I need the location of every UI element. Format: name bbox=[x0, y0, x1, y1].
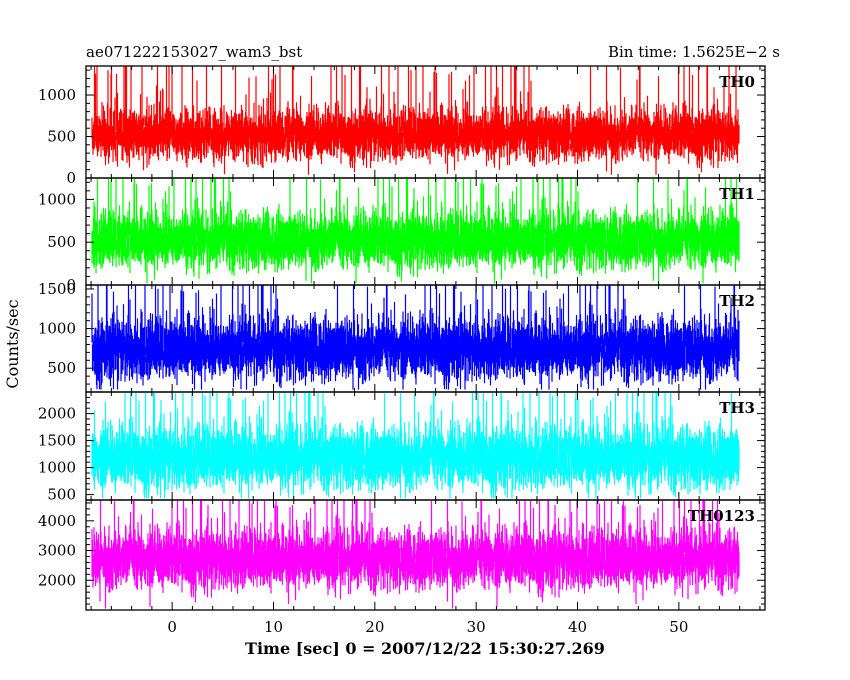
series-th0-curve bbox=[91, 66, 740, 175]
y-tick-label: 1500 bbox=[38, 280, 76, 298]
panel-frame bbox=[85, 499, 766, 611]
panel-th1: 0 500 1000 TH1 bbox=[38, 177, 766, 294]
y-tick-label: 1000 bbox=[38, 86, 76, 104]
series-th3-curve bbox=[91, 392, 740, 499]
bin-time-label: Bin time: 1.5625E−2 s bbox=[607, 43, 780, 61]
series-th0123-curve bbox=[91, 500, 740, 609]
series-th1-curve bbox=[91, 178, 740, 284]
panel-label-th0123: TH0123 bbox=[688, 507, 755, 525]
y-tick-label: 4000 bbox=[38, 512, 76, 530]
panel-th3: 500 1000 1500 2000 TH3 bbox=[38, 391, 766, 504]
chart-title: ae071222153027_wam3_bst bbox=[86, 43, 303, 61]
x-tick-label: 40 bbox=[568, 618, 587, 636]
y-tick-label: 500 bbox=[47, 359, 76, 377]
y-tick-label: 1000 bbox=[38, 190, 76, 208]
x-tick-label: 50 bbox=[669, 618, 688, 636]
panel-label-th2: TH2 bbox=[719, 292, 755, 310]
y-tick-label: 2000 bbox=[38, 571, 76, 589]
y-tick-label: 500 bbox=[47, 128, 76, 146]
y-tick-label: 0 bbox=[66, 276, 76, 294]
y-tick-label: 3000 bbox=[38, 542, 76, 560]
y-tick-label: 2000 bbox=[38, 405, 76, 423]
panel-th0123: 2000 3000 4000 TH0123 bbox=[38, 499, 766, 611]
panel-label-th1: TH1 bbox=[719, 185, 755, 203]
y-tick-label: 1500 bbox=[38, 432, 76, 450]
x-tick-label: 20 bbox=[365, 618, 384, 636]
series-th2-curve bbox=[91, 285, 740, 390]
panel-label-th0: TH0 bbox=[719, 73, 755, 91]
panel-th2: 500 1000 1500 TH2 bbox=[38, 280, 766, 393]
x-tick-label: 10 bbox=[264, 618, 283, 636]
x-tick-label: 0 bbox=[167, 618, 177, 636]
x-tick-label: 30 bbox=[467, 618, 486, 636]
y-tick-label: 1000 bbox=[38, 459, 76, 477]
y-tick-label: 0 bbox=[66, 169, 76, 187]
y-tick-label: 500 bbox=[47, 486, 76, 504]
panel-th0: 0 500 1000 TH0 bbox=[38, 65, 766, 187]
panel-label-th3: TH3 bbox=[719, 399, 755, 417]
y-tick-label: 500 bbox=[47, 233, 76, 251]
y-axis-label: Counts/sec bbox=[3, 299, 22, 388]
x-axis-label: Time [sec] 0 = 2007/12/22 15:30:27.269 bbox=[245, 639, 605, 658]
y-tick-label: 1000 bbox=[38, 320, 76, 338]
